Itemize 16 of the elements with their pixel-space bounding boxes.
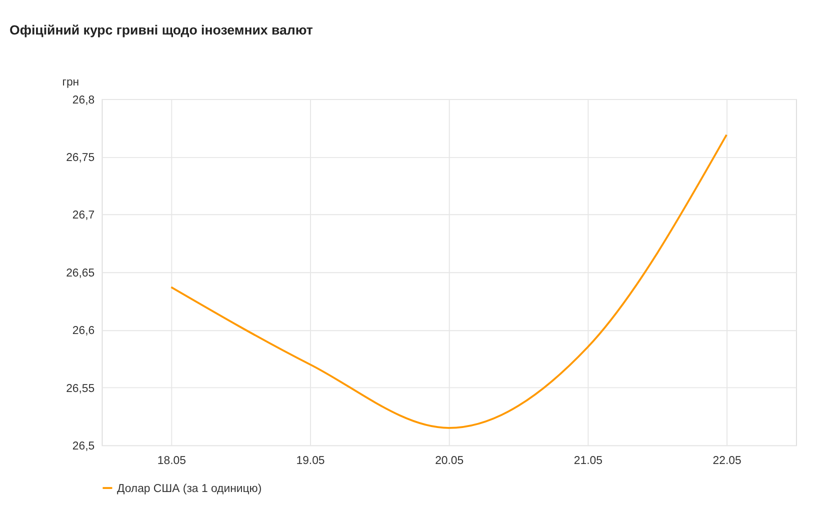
y-tick-label: 26,55 <box>66 382 95 395</box>
y-tick-label: 26,65 <box>66 267 95 280</box>
x-tick-label: 21.05 <box>574 454 602 467</box>
y-axis-title: грн <box>62 76 80 88</box>
y-tick-label: 26,5 <box>72 440 95 452</box>
chart-title: Офіційний курс гривні щодо іноземних валют <box>10 22 314 38</box>
x-tick-label: 18.05 <box>157 454 186 467</box>
y-tick-label: 26,6 <box>72 325 95 338</box>
x-tick-label: 22.05 <box>712 454 742 467</box>
line-series <box>170 134 728 429</box>
y-tick-label: 26,75 <box>66 152 95 164</box>
y-tick-label: 26,8 <box>72 94 95 106</box>
x-tick-label: 20.05 <box>435 454 464 467</box>
y-tick-label: 26,7 <box>72 210 95 222</box>
legend-label: Долар США (за 1 одиницю) <box>116 482 262 495</box>
x-tick-label: 19.05 <box>296 454 325 467</box>
